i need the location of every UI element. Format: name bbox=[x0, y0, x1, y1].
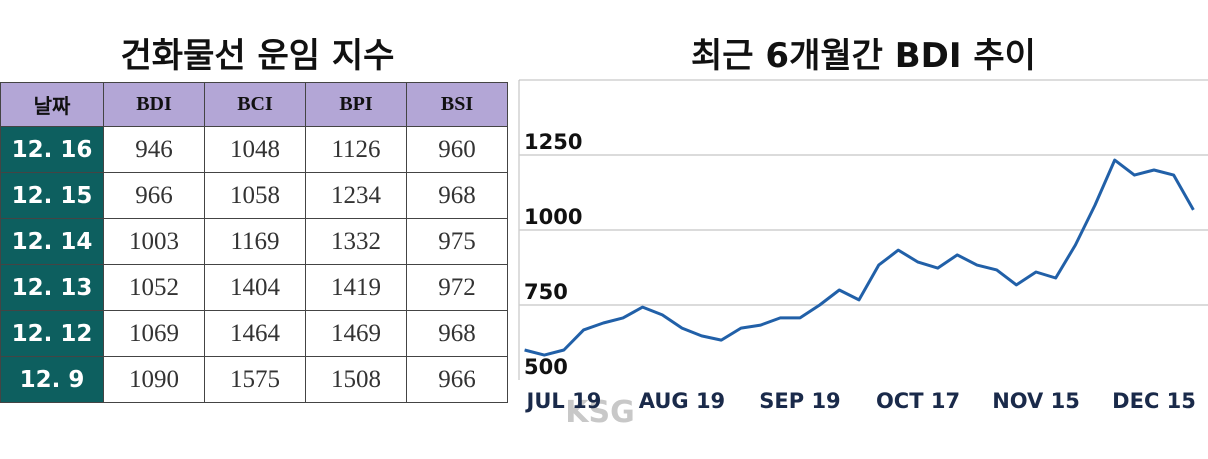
date-cell: 12. 16 bbox=[0, 126, 104, 173]
table-row: 12. 13 1052 1404 1419 972 bbox=[0, 264, 508, 311]
value-cell: 966 bbox=[103, 172, 205, 219]
value-cell: 1090 bbox=[103, 356, 205, 403]
header-row: 날짜 BDI BCI BPI BSI bbox=[0, 82, 508, 127]
date-cell: 12. 13 bbox=[0, 264, 104, 311]
value-cell: 1464 bbox=[204, 310, 306, 357]
table-title: 건화물선 운임 지수 bbox=[120, 36, 395, 76]
index-table: 날짜 BDI BCI BPI BSI 12. 16 946 1048 1126 960 12. 15… bbox=[0, 82, 508, 403]
value-cell: 946 bbox=[103, 126, 205, 173]
x-tick-label: NOV 15 bbox=[992, 389, 1080, 413]
table-row: 12. 16 946 1048 1126 960 bbox=[0, 126, 508, 173]
value-cell: 968 bbox=[406, 172, 508, 219]
header-cell: 날짜 bbox=[0, 82, 104, 127]
header-cell: BSI bbox=[406, 82, 508, 127]
value-cell: 1052 bbox=[103, 264, 205, 311]
value-cell: 1575 bbox=[204, 356, 306, 403]
chart-title: 최근 6개월간 BDI 추이 bbox=[691, 36, 1036, 76]
value-cell: 1508 bbox=[305, 356, 407, 403]
y-tick-label: 750 bbox=[524, 280, 568, 304]
watermark: KSG bbox=[565, 395, 634, 430]
date-cell: 12. 14 bbox=[0, 218, 104, 265]
header-cell: BDI bbox=[103, 82, 205, 127]
value-cell: 1332 bbox=[305, 218, 407, 265]
x-tick-label: SEP 19 bbox=[759, 389, 840, 413]
value-cell: 1469 bbox=[305, 310, 407, 357]
x-tick-label: AUG 19 bbox=[639, 389, 725, 413]
value-cell: 1003 bbox=[103, 218, 205, 265]
value-cell: 1234 bbox=[305, 172, 407, 219]
table-row: 12. 15 966 1058 1234 968 bbox=[0, 172, 508, 219]
y-tick-label: 1000 bbox=[524, 205, 582, 229]
header-cell: BPI bbox=[305, 82, 407, 127]
value-cell: 966 bbox=[406, 356, 508, 403]
x-tick-label: OCT 17 bbox=[876, 389, 960, 413]
table-row: 12. 9 1090 1575 1508 966 bbox=[0, 356, 508, 403]
date-cell: 12. 9 bbox=[0, 356, 104, 403]
value-cell: 1048 bbox=[204, 126, 306, 173]
value-cell: 972 bbox=[406, 264, 508, 311]
x-tick-label: JUL 19 bbox=[525, 389, 602, 413]
value-cell: 1058 bbox=[204, 172, 306, 219]
x-tick-label: DEC 15 bbox=[1112, 389, 1196, 413]
date-cell: 12. 15 bbox=[0, 172, 104, 219]
data-line bbox=[524, 158, 1195, 357]
y-tick-label: 1250 bbox=[524, 130, 582, 154]
table-row: 12. 14 1003 1169 1332 975 bbox=[0, 218, 508, 265]
header-cell: BCI bbox=[204, 82, 306, 127]
y-tick-label: 500 bbox=[524, 355, 568, 379]
value-cell: 1404 bbox=[204, 264, 306, 311]
value-cell: 975 bbox=[406, 218, 508, 265]
value-cell: 968 bbox=[406, 310, 508, 357]
